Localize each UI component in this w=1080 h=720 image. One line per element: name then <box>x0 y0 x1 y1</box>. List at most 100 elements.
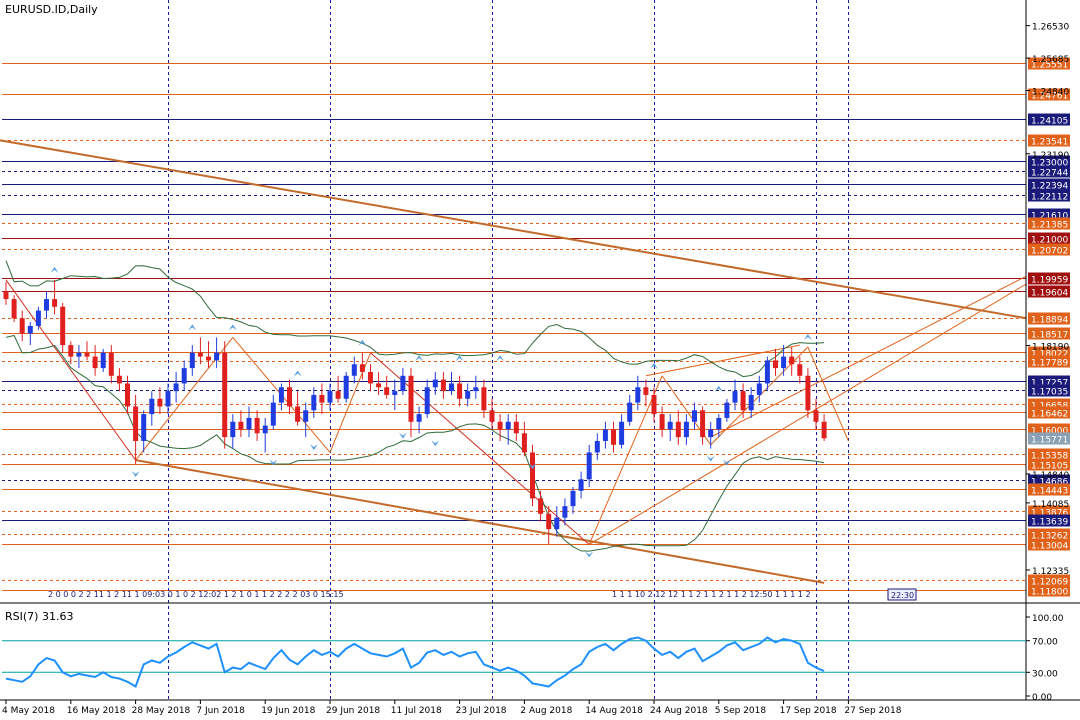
level-label-box <box>1028 458 1070 471</box>
level-label-box <box>1028 355 1070 368</box>
candle-body <box>116 375 122 384</box>
level-label-box <box>1028 57 1070 70</box>
level-label: 1.11800 <box>1031 588 1068 598</box>
time-label: 16 May 2018 <box>67 706 126 716</box>
candle-body <box>100 352 106 369</box>
candle-body <box>481 387 487 411</box>
level-label-box <box>1028 155 1070 168</box>
candle-body <box>376 383 382 388</box>
rsi-tick-label: 100.00 <box>1032 614 1064 624</box>
candle-body <box>554 517 560 530</box>
candle-body <box>732 391 738 403</box>
level-label: 1.14686 <box>1031 478 1068 488</box>
fractal-down-arrow <box>269 459 278 466</box>
candle-body <box>165 391 171 407</box>
candle-body <box>230 421 236 438</box>
level-label: 1.22394 <box>1031 182 1068 192</box>
candle-body <box>222 352 228 438</box>
level-label-box <box>1028 432 1070 445</box>
candle-body <box>667 421 673 430</box>
candle-body <box>319 394 325 403</box>
level-label: 1.16000 <box>1031 427 1068 437</box>
fractal-up-arrow <box>293 370 302 377</box>
candle-body <box>675 421 681 438</box>
fractal-down-arrow <box>585 551 594 558</box>
price-tick-label: 1.23190 <box>1032 151 1069 161</box>
rsi-tick-label: 30.00 <box>1032 669 1058 679</box>
level-label: 1.23541 <box>1031 138 1068 148</box>
level-label: 1.22112 <box>1031 193 1068 203</box>
candle-body <box>789 356 795 365</box>
candle-body <box>449 383 454 392</box>
candle-body <box>181 368 187 384</box>
candle-body <box>740 391 746 411</box>
candle-body <box>505 421 511 430</box>
candle-body <box>303 410 309 422</box>
fractal-up-arrow <box>803 334 812 341</box>
fractal-up-arrow <box>228 324 237 331</box>
candle-body <box>327 391 333 403</box>
level-label: 1.19604 <box>1031 289 1068 299</box>
candle-body <box>692 410 697 422</box>
candle-body <box>570 490 576 507</box>
candlesticks <box>3 279 827 545</box>
level-label: 1.24761 <box>1031 92 1068 102</box>
candle-body <box>287 387 292 407</box>
level-label: 1.12069 <box>1031 578 1068 588</box>
time-tag-box <box>887 588 917 601</box>
candle-body <box>60 306 66 346</box>
candle-body <box>748 394 754 411</box>
candle-body <box>343 375 349 399</box>
candle-body <box>821 421 827 439</box>
level-label: 1.13004 <box>1031 542 1068 552</box>
level-label: 1.17257 <box>1031 379 1068 389</box>
level-label-box <box>1028 584 1070 597</box>
candle-body <box>149 398 155 415</box>
candle-body <box>92 356 98 369</box>
level-label: 1.20702 <box>1031 247 1068 257</box>
level-label-box <box>1028 165 1070 178</box>
time-label: 29 Jun 2018 <box>326 706 380 716</box>
level-label-box <box>1028 448 1070 461</box>
candle-body <box>586 452 592 480</box>
candle-body <box>351 364 357 376</box>
level-label-box <box>1028 272 1070 285</box>
level-label-box <box>1028 189 1070 202</box>
candle-body <box>700 410 706 438</box>
zigzag-line <box>588 375 663 545</box>
candle-body <box>797 364 803 376</box>
rsi-line <box>5 636 825 688</box>
fractal-up-arrow <box>50 266 59 273</box>
fractal-down-arrow <box>309 444 318 451</box>
candle-body <box>465 391 471 399</box>
fractal-down-arrow <box>131 470 140 477</box>
fractal-down-arrow <box>528 463 537 470</box>
candle-body <box>611 429 616 445</box>
level-label-box <box>1028 285 1070 298</box>
candle-body <box>384 387 390 395</box>
level-label: 1.25551 <box>1031 61 1068 71</box>
candle-body <box>708 429 714 438</box>
candle-body <box>813 410 819 422</box>
level-label-box <box>1028 514 1070 527</box>
price-tick-label: 1.14085 <box>1032 500 1069 510</box>
level-label: 1.21000 <box>1031 236 1068 246</box>
chart-title: EURUSD.ID,Daily <box>5 3 98 16</box>
time-label: 2 Aug 2018 <box>520 706 572 716</box>
rsi-label: RSI(7) 31.63 <box>5 610 74 623</box>
channel-upper-trendline <box>0 139 1027 320</box>
candle-body <box>400 375 406 392</box>
fractal-up-arrow <box>650 362 658 369</box>
level-label: 1.17035 <box>1031 388 1068 398</box>
candle-body <box>578 479 584 491</box>
time-label: 14 Aug 2018 <box>585 706 643 716</box>
zigzag-line <box>370 352 590 545</box>
candle-body <box>408 375 414 422</box>
zigzag-line <box>807 346 849 442</box>
fractal-down-arrow <box>722 459 731 466</box>
candle-body <box>254 417 260 434</box>
price-tick-label: 1.26530 <box>1032 23 1069 33</box>
candle-body <box>44 299 49 311</box>
level-label: 1.13639 <box>1031 518 1068 528</box>
level-label: 1.15358 <box>1031 452 1068 462</box>
